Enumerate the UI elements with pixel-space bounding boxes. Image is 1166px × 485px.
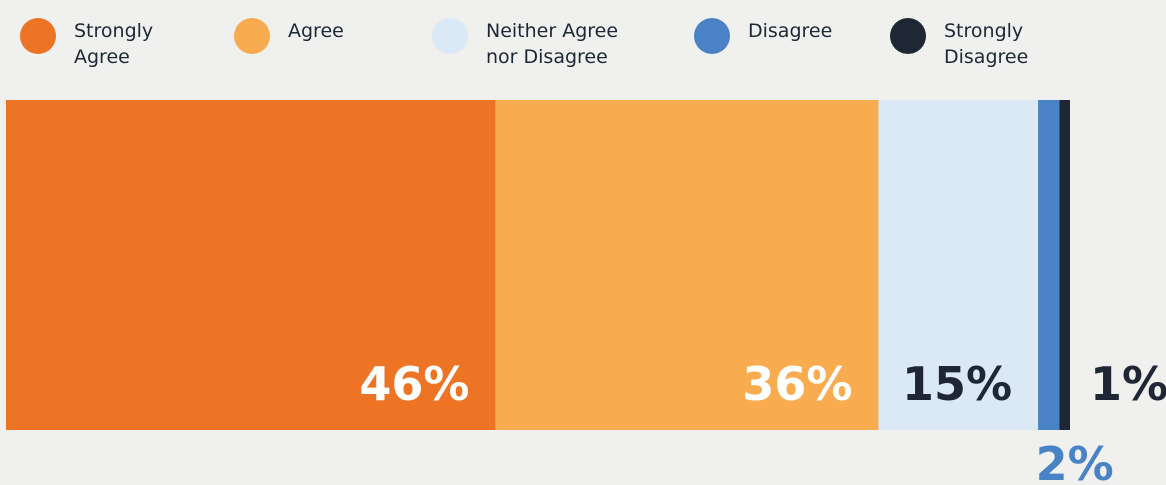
legend-label-disagree: Disagree [748, 20, 833, 42]
value-label-neither-agree-nor-disagree: 15% [902, 357, 1012, 411]
legend-label-neither: Neither Agree nor Disagree [486, 20, 619, 68]
legend-item-disagree: Disagree [694, 18, 832, 54]
legend-item-neither: Neither Agree nor Disagree [432, 18, 618, 70]
legend-item-strongly-disagree: Strongly Disagree [890, 18, 1028, 70]
value-label-disagree: 2% [1036, 437, 1114, 485]
bar-segment-disagree [1038, 100, 1060, 430]
legend-item-strongly-agree: Strongly Agree [20, 18, 153, 70]
value-label-strongly-agree: 46% [359, 357, 469, 411]
legend-swatch-strongly-disagree [890, 18, 926, 54]
legend-item-agree: Agree [234, 18, 344, 54]
chart-legend: Strongly Agree Agree Neither Agree nor D… [0, 0, 1166, 90]
legend-swatch-disagree [694, 18, 730, 54]
legend-swatch-neither [432, 18, 468, 54]
legend-label-agree: Agree [288, 20, 344, 42]
legend-swatch-agree [234, 18, 270, 54]
legend-label-strongly-disagree: Strongly Disagree [944, 20, 1029, 68]
bar-segment-strongly-agree [6, 100, 496, 430]
bar-segment-agree [495, 100, 879, 430]
legend-swatch-strongly-agree [20, 18, 56, 54]
bar-segment-neither-agree-nor-disagree [878, 100, 1039, 430]
legend-label-strongly-agree: Strongly Agree [74, 20, 154, 68]
value-label-strongly-disagree: 1% [1090, 357, 1166, 411]
bar-segment-strongly-disagree [1059, 100, 1070, 430]
value-label-agree: 36% [742, 357, 852, 411]
